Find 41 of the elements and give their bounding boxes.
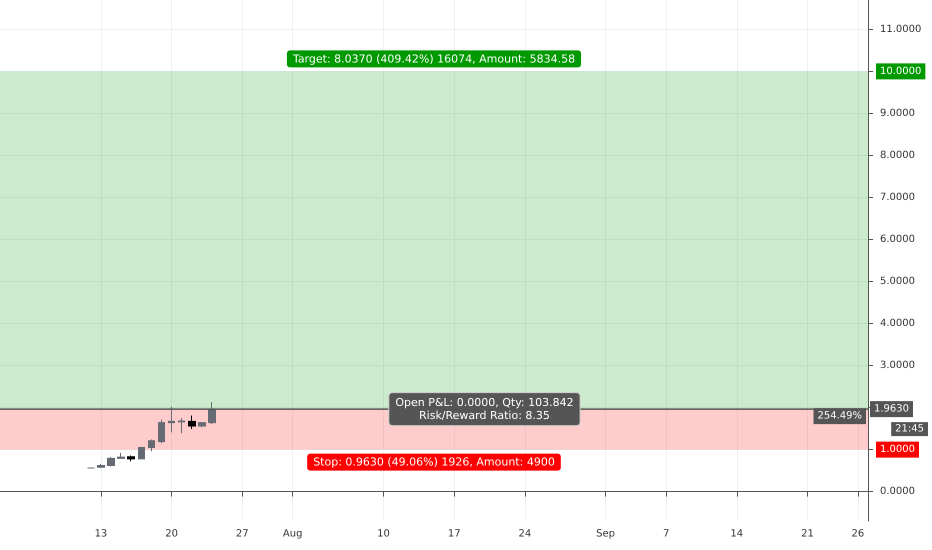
y-tick-label: 8.0000 (880, 150, 915, 161)
x-tick-label: 21 (801, 528, 814, 540)
y-tick-label: 10.0000 (880, 66, 922, 77)
x-tick-label: 24 (518, 528, 532, 540)
x-tick-label: 13 (94, 528, 108, 540)
candlestick (158, 419, 165, 444)
candlestick (178, 418, 185, 434)
candlestick (107, 456, 115, 467)
candlestick (148, 438, 155, 452)
ref-line-label: 1.9630 (874, 404, 909, 415)
y-tick-label: 7.0000 (880, 192, 915, 203)
y-tick-label: 5.0000 (880, 276, 915, 288)
y-tick-label: 6.0000 (880, 234, 915, 245)
x-tick-label: Sep (596, 528, 616, 540)
band-label: Target: 8.0370 (409.42%) 16074, Amount: 5834.58 (292, 52, 576, 66)
candlestick (168, 406, 175, 433)
x-tick-label: 17 (448, 528, 461, 540)
x-tick-label: Aug (282, 528, 302, 540)
annotation: Open P&L: 0.0000, Qty: 103.842 Risk/Reward Ratio: 8.35 (395, 396, 574, 422)
annotation: 254.49% (818, 410, 862, 422)
x-tick-label: 26 (852, 528, 864, 540)
x-tick-label: 7 (662, 528, 670, 540)
y-tick-label: 0.0000 (880, 486, 915, 498)
y-tick-label: 1.0000 (880, 444, 915, 456)
y-tick-label: 4.0000 (880, 318, 915, 330)
text: 21:45 (895, 424, 924, 435)
x-tick-label: 10 (377, 528, 390, 540)
candlestick (208, 402, 216, 424)
candlestick (117, 452, 125, 460)
y-tick-label: 11.0000 (880, 24, 922, 35)
candlestick (97, 463, 105, 469)
x-tick-label: 27 (236, 528, 249, 540)
candlestick (127, 454, 135, 462)
candlestick (138, 446, 145, 460)
x-tick-label: 14 (730, 528, 744, 540)
y-tick-label: 3.0000 (880, 360, 915, 372)
x-tick-label: 20 (165, 528, 178, 540)
band-label: Stop: 0.9630 (49.06%) 1926, Amount: 4900 (313, 456, 555, 469)
candlestick (198, 422, 206, 428)
candlestick (188, 415, 196, 430)
y-tick-label: 9.0000 (880, 108, 915, 119)
